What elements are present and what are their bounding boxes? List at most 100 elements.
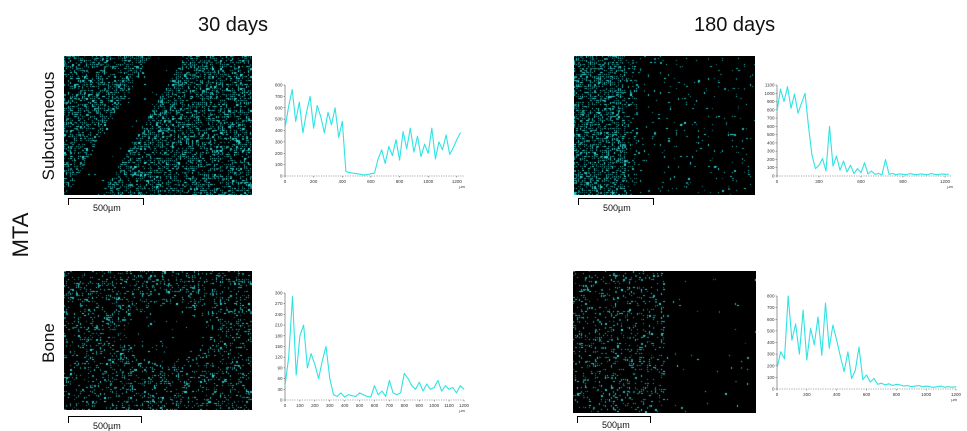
data-point: [825, 302, 826, 304]
data-point: [948, 386, 949, 388]
scale-bar: [578, 198, 654, 205]
data-point: [426, 383, 428, 385]
data-point: [784, 358, 785, 360]
data-point: [902, 173, 904, 175]
data-point: [925, 385, 927, 387]
intensity-profile-line: [776, 295, 957, 388]
x-tick-label: 600: [371, 403, 379, 408]
data-point: [892, 173, 893, 174]
data-point: [430, 388, 431, 390]
data-point: [843, 160, 844, 162]
data-point: [851, 378, 852, 379]
data-point: [409, 127, 411, 129]
data-point: [327, 111, 329, 113]
data-point: [302, 132, 304, 134]
data-point: [783, 101, 785, 102]
data-point: [888, 173, 890, 175]
data-point: [389, 380, 390, 381]
data-point: [874, 173, 876, 175]
micrograph-subcutaneous-180-days: [574, 56, 755, 195]
data-point: [906, 174, 907, 176]
x-tick-label: 0: [776, 392, 779, 397]
data-point: [940, 385, 942, 387]
data-point: [284, 385, 286, 387]
x-tick-label: 500: [356, 403, 364, 408]
data-point: [871, 170, 872, 172]
data-point: [363, 174, 365, 176]
data-point: [857, 168, 858, 169]
data-point: [907, 385, 908, 386]
data-point: [377, 394, 379, 395]
data-point: [348, 394, 349, 395]
data-point: [313, 127, 314, 129]
data-point: [374, 385, 375, 387]
data-point: [929, 386, 931, 388]
scale-bar-label: 500µm: [603, 203, 631, 213]
data-point: [885, 159, 886, 160]
data-point: [909, 173, 911, 174]
data-point: [916, 174, 918, 176]
x-tick-label: 800: [401, 403, 409, 408]
data-point: [385, 396, 387, 397]
data-point: [349, 172, 350, 173]
micrograph-bone-180-days: [573, 271, 756, 413]
profile-plot-bone-180-days: 0 100 200 300 400 500 600 700 800 0 200 400 600 800 10…: [764, 293, 964, 403]
data-point: [411, 385, 413, 387]
data-point: [927, 174, 928, 176]
data-point: [407, 378, 409, 379]
data-point: [881, 382, 882, 384]
data-point: [420, 156, 422, 158]
data-point: [892, 385, 893, 386]
data-point: [366, 174, 368, 175]
data-point: [295, 374, 297, 376]
data-point: [291, 89, 293, 90]
intensity-profile-line: [776, 86, 949, 176]
data-point: [309, 96, 311, 97]
data-point: [913, 173, 914, 175]
x-tick-label: 1100: [444, 403, 454, 408]
data-point: [888, 383, 890, 385]
x-unit-label: µm: [459, 408, 465, 413]
y-tick-label: 100: [767, 165, 775, 170]
data-point: [366, 396, 368, 397]
y-tick-label: 500: [767, 328, 775, 333]
data-point: [295, 121, 297, 122]
x-tick-label: 1200: [951, 392, 962, 397]
data-point: [424, 143, 425, 145]
data-point: [334, 107, 336, 109]
x-tick-label: 0: [284, 403, 287, 408]
x-unit-label: µm: [951, 397, 957, 402]
y-tick-label: 500: [767, 132, 775, 137]
y-tick-label: 800: [767, 294, 775, 299]
data-point: [847, 351, 849, 353]
data-point: [449, 154, 451, 155]
data-point: [437, 380, 439, 381]
data-point: [899, 173, 900, 175]
data-point: [878, 173, 879, 174]
data-point: [400, 392, 401, 394]
y-tick-label: 800: [767, 107, 775, 112]
data-point: [944, 173, 946, 175]
data-point: [288, 106, 289, 107]
row-label-subcutaneous: Subcutaneous: [39, 71, 58, 181]
data-point: [355, 396, 357, 397]
data-point: [318, 378, 319, 379]
data-point: [806, 359, 808, 361]
data-point: [818, 164, 820, 166]
y-tick-label: 200: [767, 363, 775, 368]
data-point: [832, 324, 834, 326]
data-point: [899, 384, 901, 386]
profile-plot-subcutaneous-30-days: 0 100 200 300 400 500 600 700 800 0 200 400 600 800 10…: [272, 82, 472, 190]
y-tick-label: 150: [275, 344, 283, 349]
material-label: MTA: [8, 212, 33, 258]
y-tick-label: 200: [275, 151, 283, 156]
data-point: [303, 324, 304, 326]
data-point: [853, 173, 855, 174]
data-point: [787, 295, 789, 297]
x-tick-label: 1000: [423, 179, 434, 184]
data-point: [813, 344, 815, 346]
x-tick-label: 100: [296, 403, 304, 408]
y-tick-label: 400: [767, 340, 775, 345]
data-point: [955, 386, 957, 388]
x-tick-label: 400: [833, 392, 841, 397]
